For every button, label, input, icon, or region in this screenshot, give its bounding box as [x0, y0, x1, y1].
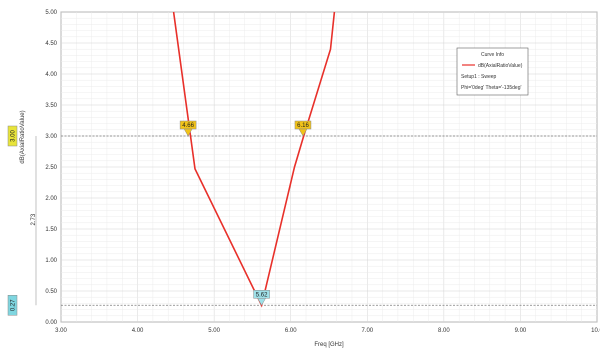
series-line [172, 11, 336, 308]
series [172, 11, 336, 308]
legend-angle-line: Phi='0deg' Theta='-135deg' [461, 85, 521, 91]
y-tick-label: 5.00 [45, 10, 57, 16]
legend-title: Curve Info [481, 52, 504, 58]
marker[interactable]: 6.16 [294, 120, 312, 137]
x-tick-label: 6.00 [285, 328, 297, 334]
left-annotation-axis: 2.73 3.00 0.27 [7, 125, 37, 316]
marker-triangle [257, 298, 267, 306]
marker-label: 5.62 [256, 292, 268, 298]
grid [60, 11, 598, 323]
x-tick-label: 5.00 [208, 328, 220, 334]
reference-lines [61, 135, 597, 306]
legend-setup-line: Setup1 : Sweep [461, 74, 497, 80]
legend[interactable]: Curve Info dB(AxialRatioValue) Setup1 : … [456, 47, 529, 96]
y-tick-labels: 0.00 0.50 1.00 1.50 2.00 2.50 3.00 3.50 4.00 4.50… [45, 10, 57, 326]
marker[interactable]: 5.62 [253, 290, 270, 306]
y-tick-label: 1.00 [45, 258, 57, 264]
left-annotation-value: 2.73 [31, 213, 37, 225]
reference-tag-box [7, 295, 18, 316]
legend-box [456, 47, 529, 96]
reference-tag-label: 0.27 [11, 299, 17, 311]
x-tick-labels: 3.00 4.00 5.00 6.00 7.00 8.00 9.00 10.0 [55, 328, 600, 334]
x-tick-label: 7.00 [361, 328, 373, 334]
y-tick-label: 1.50 [45, 227, 57, 233]
y-tick-label: 4.00 [45, 72, 57, 78]
reference-tag-label: 3.00 [11, 130, 17, 142]
y-tick-label: 4.50 [45, 41, 57, 47]
y-axis-title: dB(AxialRatioValue) [20, 110, 26, 163]
reference-value-tag: 3.00 [7, 125, 18, 147]
y-tick-label: 2.00 [45, 196, 57, 202]
x-tick-label: 4.00 [132, 328, 144, 334]
x-tick-label: 9.00 [515, 328, 527, 334]
marker-label: 6.16 [297, 123, 309, 129]
y-tick-label: 3.50 [45, 103, 57, 109]
marker-triangle [298, 128, 308, 137]
legend-entry: dB(AxialRatioValue) [478, 63, 523, 69]
marker[interactable]: 4.66 [179, 120, 197, 137]
reference-tag-box [7, 125, 18, 147]
x-tick-label: 10.0 [591, 328, 600, 334]
markers: 4.66 6.16 5.62 [179, 120, 312, 306]
marker-triangle [183, 128, 193, 137]
y-tick-label: 2.50 [45, 165, 57, 171]
reference-value-tag: 0.27 [7, 295, 18, 316]
y-tick-label: 0.00 [45, 320, 57, 326]
y-tick-label: 0.50 [45, 289, 57, 295]
marker-label: 4.66 [182, 123, 194, 129]
x-tick-label: 3.00 [55, 328, 67, 334]
x-tick-label: 8.00 [438, 328, 450, 334]
y-tick-label: 3.00 [45, 134, 57, 140]
x-axis-title: Freq [GHz] [314, 342, 344, 348]
